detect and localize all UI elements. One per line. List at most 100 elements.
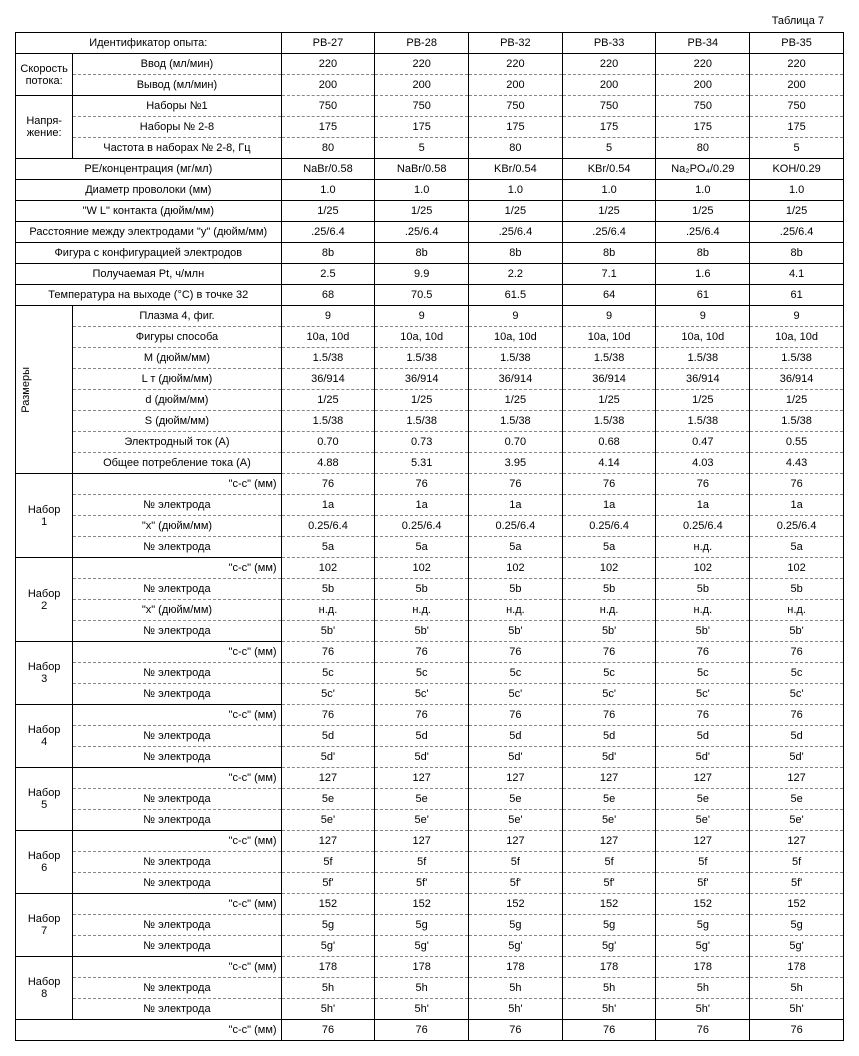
table-cell: 76 <box>562 1020 656 1041</box>
table-cell: 36/914 <box>656 369 750 390</box>
row-label: Плазма 4, фиг. <box>73 306 281 327</box>
table-cell: 76 <box>469 705 563 726</box>
row-label: № электрода <box>73 789 281 810</box>
table-cell: 76 <box>562 642 656 663</box>
table-cell: 76 <box>281 1020 375 1041</box>
table-cell: 9 <box>750 306 844 327</box>
row-label: Фигуры способа <box>73 327 281 348</box>
table-cell: 1/25 <box>656 390 750 411</box>
table-cell: 102 <box>656 558 750 579</box>
row-label: № электрода <box>73 852 281 873</box>
table-cell: 1/25 <box>750 201 844 222</box>
table-cell: 10a, 10d <box>281 327 375 348</box>
table-cell: 175 <box>469 117 563 138</box>
table-cell: 1.5/38 <box>375 411 469 432</box>
table-cell: 5h <box>469 978 563 999</box>
table-cell: 127 <box>562 831 656 852</box>
table-cell: 76 <box>375 705 469 726</box>
row-label: "W L" контакта (дюйм/мм) <box>16 201 282 222</box>
table-cell: 5e <box>375 789 469 810</box>
table-cell: 1.5/38 <box>562 411 656 432</box>
table-cell: 175 <box>281 117 375 138</box>
table-cell: 127 <box>469 831 563 852</box>
table-cell: 1/25 <box>469 390 563 411</box>
set-label: Набор4 <box>16 705 73 768</box>
table-cell: 750 <box>750 96 844 117</box>
table-cell: 5e' <box>562 810 656 831</box>
table-cell: 5d <box>281 726 375 747</box>
table-cell: 5c' <box>375 684 469 705</box>
table-cell: 76 <box>750 705 844 726</box>
row-label: "c-c" (мм) <box>73 831 281 852</box>
table-cell: 178 <box>375 957 469 978</box>
table-cell: 152 <box>656 894 750 915</box>
row-label: № электрода <box>73 684 281 705</box>
table-cell: 76 <box>375 1020 469 1041</box>
table-cell: 5g <box>656 915 750 936</box>
row-label: Вывод (мл/мин) <box>73 75 281 96</box>
table-cell: 1.0 <box>281 180 375 201</box>
table-cell: 9 <box>281 306 375 327</box>
table-cell: 5g <box>750 915 844 936</box>
data-table: Идентификатор опыта:PB-27PB-28PB-32PB-33… <box>15 32 844 1041</box>
table-cell: PB-33 <box>562 33 656 54</box>
table-cell: 9 <box>469 306 563 327</box>
table-cell: 1a <box>469 495 563 516</box>
table-cell: 5a <box>281 537 375 558</box>
set-label: Набор5 <box>16 768 73 831</box>
table-cell: 76 <box>375 474 469 495</box>
table-cell: 5c' <box>281 684 375 705</box>
table-cell: 5b' <box>562 621 656 642</box>
table-cell: 2.5 <box>281 264 375 285</box>
table-cell: 68 <box>281 285 375 306</box>
row-label: № электрода <box>73 810 281 831</box>
table-cell: 5f <box>469 852 563 873</box>
table-cell: 5 <box>562 138 656 159</box>
table-cell: 175 <box>375 117 469 138</box>
table-cell: 5d <box>469 726 563 747</box>
group-label: Напря- жение: <box>16 96 73 159</box>
table-cell: 200 <box>469 75 563 96</box>
table-cell: 5d' <box>281 747 375 768</box>
table-cell: 175 <box>562 117 656 138</box>
table-cell: 178 <box>281 957 375 978</box>
table-cell: NaBr/0.58 <box>375 159 469 180</box>
table-cell: 220 <box>656 54 750 75</box>
table-cell: 1a <box>750 495 844 516</box>
table-cell: 5g <box>281 915 375 936</box>
table-cell: 5c <box>281 663 375 684</box>
row-label: № электрода <box>73 873 281 894</box>
table-cell: 5f' <box>375 873 469 894</box>
table-cell: 5d <box>656 726 750 747</box>
set-label: Набор1 <box>16 474 73 558</box>
table-cell: 0.55 <box>750 432 844 453</box>
row-label: "c-c" (мм) <box>73 474 281 495</box>
table-cell: 220 <box>281 54 375 75</box>
table-cell: 200 <box>562 75 656 96</box>
table-cell: PB-35 <box>750 33 844 54</box>
table-cell: 1/25 <box>750 390 844 411</box>
table-cell: 5g' <box>375 936 469 957</box>
row-label: № электрода <box>73 537 281 558</box>
table-cell: 127 <box>656 831 750 852</box>
table-cell: 1.5/38 <box>469 411 563 432</box>
row-label: "c-c" (мм) <box>73 957 281 978</box>
table-cell: 175 <box>750 117 844 138</box>
table-cell: KOH/0.29 <box>750 159 844 180</box>
table-cell: 127 <box>281 831 375 852</box>
table-cell: 1.5/38 <box>281 411 375 432</box>
table-cell: 5c' <box>656 684 750 705</box>
row-label: "c-c" (мм) <box>16 1020 282 1041</box>
set-label: Набор7 <box>16 894 73 957</box>
table-cell: 5.31 <box>375 453 469 474</box>
table-cell: 1.5/38 <box>562 348 656 369</box>
table-cell: 2.2 <box>469 264 563 285</box>
table-cell: 36/914 <box>562 369 656 390</box>
table-cell: 5g <box>469 915 563 936</box>
row-label: Расстояние между электродами "y" (дюйм/м… <box>16 222 282 243</box>
table-cell: 5b' <box>750 621 844 642</box>
table-cell: 127 <box>656 768 750 789</box>
table-cell: 750 <box>656 96 750 117</box>
table-cell: 5d' <box>656 747 750 768</box>
row-label: Фигура с конфигурацией электродов <box>16 243 282 264</box>
